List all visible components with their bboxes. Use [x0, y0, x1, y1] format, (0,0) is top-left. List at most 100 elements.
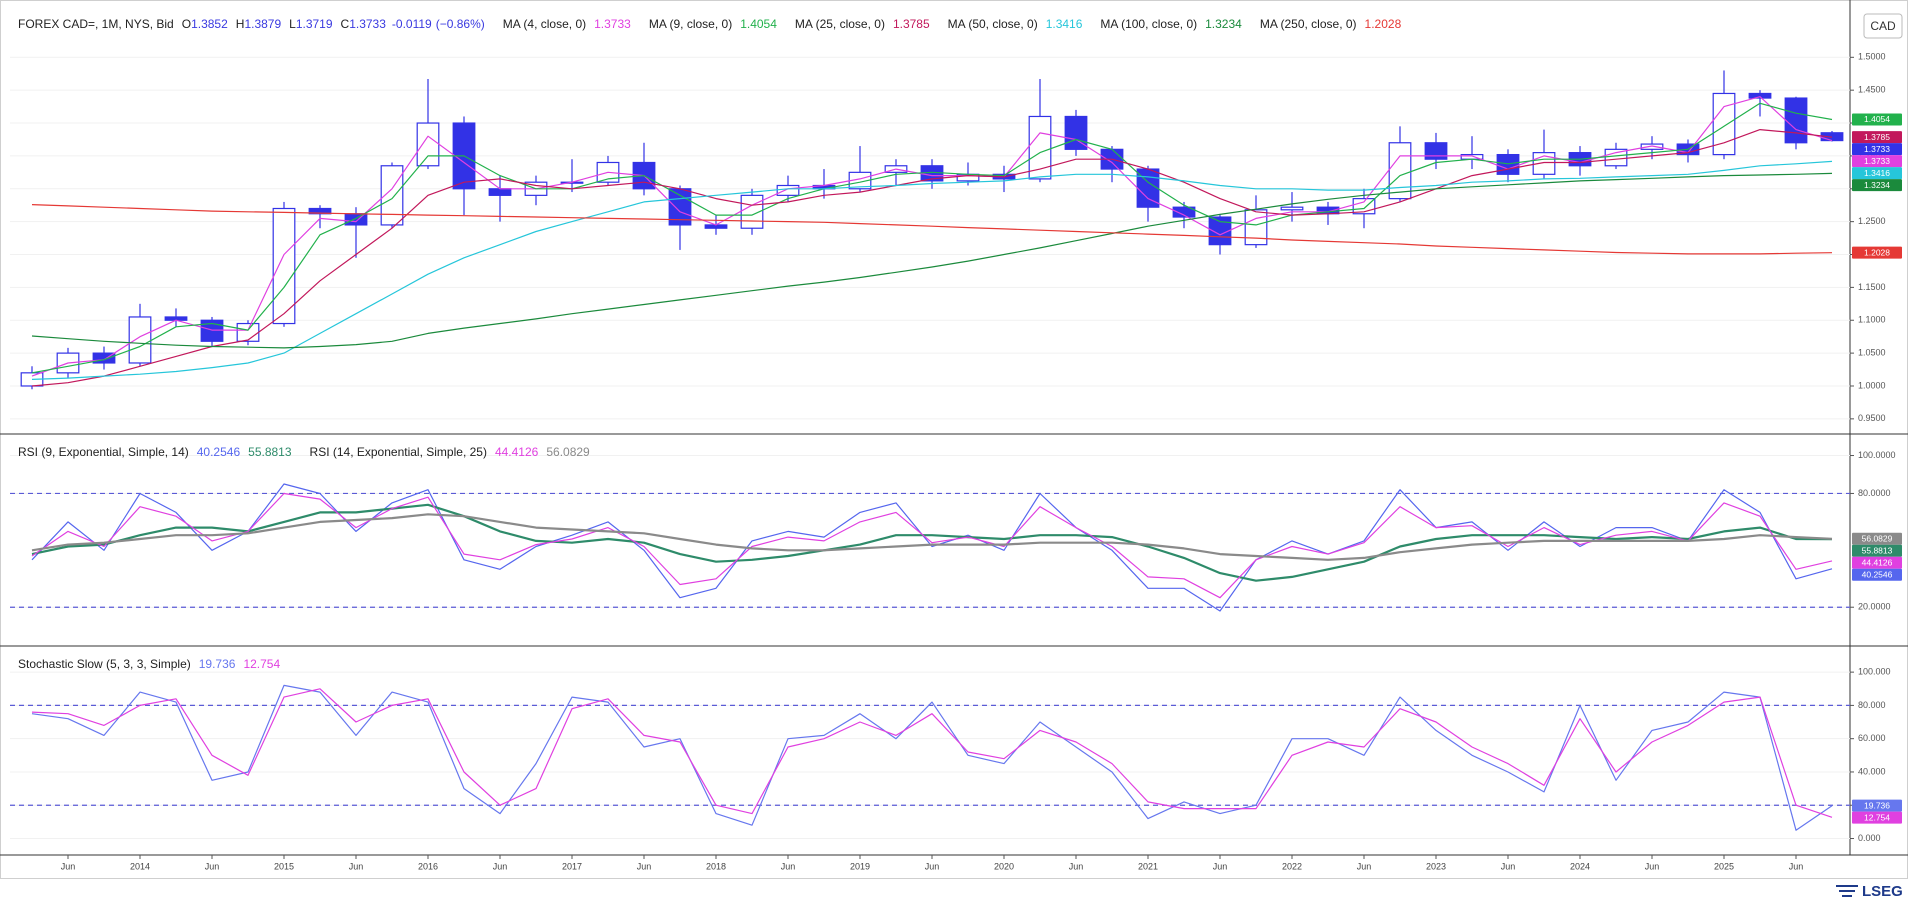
header-item: 55.8813	[248, 445, 292, 459]
candle-body	[1424, 142, 1448, 160]
x-tick-label: 2023	[1426, 861, 1446, 871]
series-line	[31, 102, 1833, 374]
x-tick-label: Jun	[1069, 861, 1084, 871]
x-tick-label: 2016	[418, 861, 438, 871]
x-tick-label: 2025	[1714, 861, 1734, 871]
candle-body	[776, 184, 800, 196]
header-item: O	[182, 17, 191, 31]
candle-body	[1784, 97, 1808, 144]
value-tag-label: 1.4054	[1864, 114, 1890, 124]
candle-body	[1208, 216, 1232, 246]
x-tick-label: 2015	[274, 861, 294, 871]
x-tick-label: 2024	[1570, 861, 1590, 871]
value-tag-label: 44.4126	[1862, 558, 1893, 568]
header-item: FOREX CAD=, 1M, NYS, Bid	[18, 17, 174, 31]
panel: 100.0000 80.0000 20.0000 RSI (9, Exponentia…	[10, 445, 1902, 612]
header-item: 56.0829	[546, 445, 590, 459]
header-item: 1.4054	[740, 17, 777, 31]
header-item: 1.3879	[244, 17, 281, 31]
header-item: 1.2028	[1365, 17, 1402, 31]
panel: 100.00080.00060.00040.00020.0000.000Stoc…	[10, 657, 1902, 843]
series-line	[31, 483, 1833, 612]
candle-body	[308, 207, 332, 215]
series-line	[31, 172, 1833, 349]
candle-body	[272, 207, 296, 325]
candle-body	[416, 122, 440, 167]
y-tick-label: 100.0000	[1858, 450, 1896, 460]
y-tick-label: 40.000	[1858, 766, 1886, 776]
candle-body	[1640, 143, 1664, 150]
y-tick-label: 1.1000	[1858, 315, 1886, 325]
panel: 1.50001.45001.40001.35001.30001.25001.20…	[10, 17, 1902, 423]
y-tick-label: 0.000	[1858, 833, 1881, 843]
candle-body	[1496, 153, 1520, 175]
value-tag-label: 1.3234	[1864, 180, 1890, 190]
y-tick-label: 1.0500	[1858, 347, 1886, 357]
x-tick-label: Jun	[781, 861, 796, 871]
x-tick-label: 2021	[1138, 861, 1158, 871]
value-tag	[1852, 143, 1902, 156]
candle-body	[1280, 206, 1304, 211]
y-tick-label: 100.000	[1858, 667, 1891, 677]
header-item: MA (4, close, 0)	[503, 17, 586, 31]
candle-body	[488, 188, 512, 196]
x-tick-label: Jun	[637, 861, 652, 871]
x-tick-label: Jun	[61, 861, 76, 871]
x-tick-label: 2019	[850, 861, 870, 871]
y-tick-label: 1.4500	[1858, 85, 1886, 95]
value-tag	[1852, 811, 1902, 824]
x-tick-label: 2017	[562, 861, 582, 871]
y-tick-label: 0.9500	[1858, 413, 1886, 423]
candle-body	[236, 322, 260, 342]
header-item: 1.3852	[191, 17, 228, 31]
series-line	[31, 688, 1833, 818]
y-tick-label: 60.000	[1858, 733, 1886, 743]
panel-header: Stochastic Slow (5, 3, 3, Simple) 19.736 1…	[18, 657, 280, 671]
header-item: RSI (14, Exponential, Simple, 25)	[310, 445, 487, 459]
candle-body	[200, 319, 224, 342]
x-tick-label: Jun	[349, 861, 364, 871]
value-tag-label: 12.754	[1864, 812, 1890, 822]
header-item: L	[289, 17, 296, 31]
y-tick-label: 80.0000	[1858, 488, 1891, 498]
series-line	[31, 503, 1833, 582]
value-tag	[1852, 799, 1902, 812]
header-item: RSI (9, Exponential, Simple, 14)	[18, 445, 189, 459]
series-line	[31, 513, 1833, 561]
header-item: MA (9, close, 0)	[649, 17, 732, 31]
value-tag	[1852, 131, 1902, 144]
value-tag-label: 55.8813	[1862, 546, 1893, 556]
candle-body	[1748, 92, 1772, 99]
x-tick-label: Jun	[1645, 861, 1660, 871]
header-item: 12.754	[243, 657, 280, 671]
y-tick-label: 1.5000	[1858, 52, 1886, 62]
header-item: -0.0119	[392, 17, 432, 31]
series-line	[31, 129, 1833, 387]
header-item: 1.3733	[349, 17, 386, 31]
value-tag-label: 1.3785	[1864, 132, 1890, 142]
series-line	[31, 204, 1833, 255]
header-item: MA (25, close, 0)	[795, 17, 885, 31]
y-tick-label: 1.2500	[1858, 216, 1886, 226]
y-tick-label: 80.000	[1858, 700, 1886, 710]
header-item: 1.3733	[594, 17, 631, 31]
candle-body	[1604, 148, 1628, 167]
x-tick-label: Jun	[1501, 861, 1516, 871]
x-tick-label: Jun	[1213, 861, 1228, 871]
logo-emblem	[1836, 885, 1858, 897]
value-tag	[1852, 532, 1902, 545]
header-item: (−0.86%)	[436, 17, 485, 31]
x-tick-label: Jun	[205, 861, 220, 871]
header-item: 19.736	[199, 657, 236, 671]
value-tag	[1852, 179, 1902, 192]
x-tick-label: Jun	[493, 861, 508, 871]
header-item: 44.4126	[495, 445, 539, 459]
value-tag	[1852, 556, 1902, 569]
currency-box	[1863, 13, 1903, 39]
value-tag	[1852, 544, 1902, 557]
value-tag-label: 40.2546	[1862, 570, 1893, 580]
x-tick-label: 2022	[1282, 861, 1302, 871]
header-item: H	[236, 17, 245, 31]
